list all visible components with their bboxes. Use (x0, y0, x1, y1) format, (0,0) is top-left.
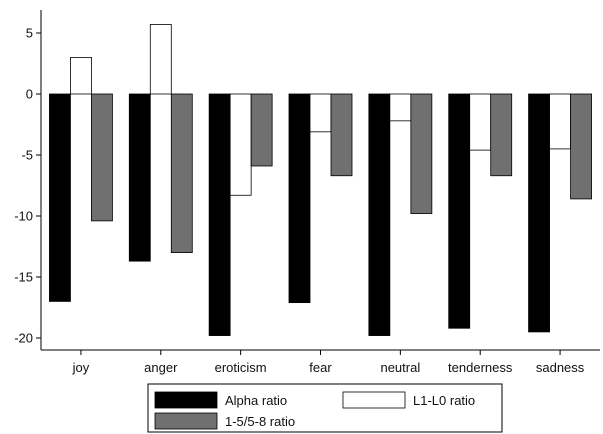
y-tick-label: -5 (21, 148, 33, 163)
bar-l1-l0-ratio-eroticism (229, 93, 252, 196)
y-tick-label: 0 (26, 87, 33, 102)
bar-alpha-ratio-neutral (368, 93, 391, 336)
bar-l1-l0-ratio-joy (70, 57, 92, 95)
bar-1-5-5-8-ratio-fear (330, 93, 353, 177)
x-tick-label: sadness (536, 360, 585, 375)
legend-swatch (342, 391, 406, 409)
bar-alpha-ratio-eroticism (208, 93, 231, 336)
x-tick-label: fear (309, 360, 332, 375)
bar-1-5-5-8-ratio-sadness (570, 93, 592, 200)
y-tick-label: -20 (14, 331, 33, 346)
legend-label: Alpha ratio (225, 393, 287, 408)
bar-1-5-5-8-ratio-anger (170, 93, 193, 254)
bar-1-5-5-8-ratio-neutral (410, 93, 433, 214)
bar-l1-l0-ratio-anger (149, 24, 172, 95)
legend-label: L1-L0 ratio (413, 393, 475, 408)
legend-label: 1-5/5-8 ratio (225, 414, 295, 429)
bar-1-5-5-8-ratio-tenderness (490, 93, 513, 177)
x-tick-label: anger (144, 360, 178, 375)
bar-l1-l0-ratio-fear (309, 93, 332, 133)
x-tick-label: tenderness (448, 360, 513, 375)
bar-alpha-ratio-sadness (528, 93, 550, 333)
bar-l1-l0-ratio-neutral (389, 93, 412, 122)
bar-alpha-ratio-anger (128, 93, 151, 262)
bar-alpha-ratio-fear (288, 93, 311, 304)
bars (49, 24, 592, 336)
x-tick-label: joy (72, 360, 90, 375)
axes: 5 0 -5 -10 -15 -20 joy anger eroticism fear neutra… (14, 10, 600, 375)
legend-swatch (154, 391, 218, 409)
bar-l1-l0-ratio-tenderness (469, 93, 492, 151)
y-tick-label: -15 (14, 270, 33, 285)
bar-1-5-5-8-ratio-joy (91, 93, 113, 222)
bar-1-5-5-8-ratio-eroticism (250, 93, 273, 167)
bar-alpha-ratio-joy (49, 93, 71, 302)
bar-alpha-ratio-tenderness (448, 93, 471, 329)
legend-swatch (154, 412, 218, 430)
bar-l1-l0-ratio-sadness (549, 93, 571, 150)
x-tick-label: eroticism (215, 360, 267, 375)
y-tick-label: 5 (26, 26, 33, 41)
y-tick-label: -10 (14, 209, 33, 224)
x-tick-label: neutral (380, 360, 420, 375)
legend: Alpha ratio L1-L0 ratio 1-5/5-8 ratio (147, 383, 503, 433)
